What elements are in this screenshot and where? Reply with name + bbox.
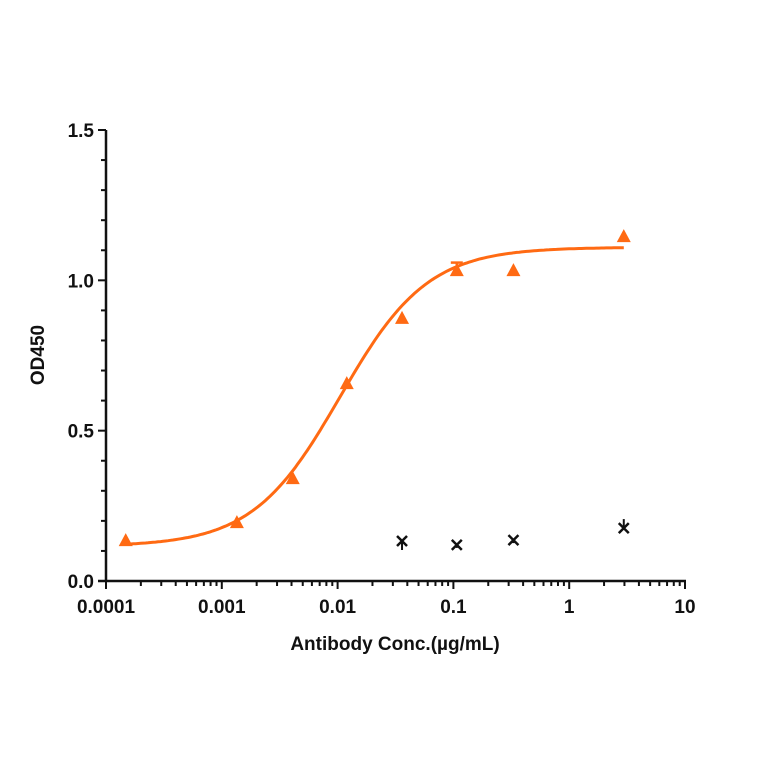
- axes: 0.0 0.5 1.0 1.5 0.0001 0.001 0.01 0.1 1 10: [68, 121, 696, 618]
- data-points: [118, 229, 631, 551]
- triangle-marker: [616, 229, 631, 243]
- triangle-marker: [285, 471, 300, 485]
- y-tick-label: 0.5: [68, 422, 95, 443]
- x-tick-label: 0.001: [198, 597, 246, 618]
- fit-curve-path: [125, 246, 624, 546]
- triangle-marker: [449, 263, 464, 277]
- x-tick-label: 0.0001: [77, 597, 136, 618]
- x-tick-label: 1: [564, 597, 575, 618]
- triangle-marker: [229, 515, 244, 529]
- x-marker: [450, 539, 463, 551]
- triangle-marker: [118, 533, 133, 547]
- x-tick-label: 0.01: [319, 597, 356, 618]
- triangle-marker: [395, 310, 410, 324]
- y-axis-title: OD450: [28, 325, 49, 385]
- x-marker: [507, 534, 520, 546]
- x-tick-label: 0.1: [440, 597, 467, 618]
- fit-curve: [125, 246, 624, 546]
- x-marker: [396, 535, 408, 547]
- x-tick-label: 10: [674, 597, 695, 618]
- triangle-marker: [506, 263, 521, 277]
- x-marker: [617, 522, 630, 534]
- y-tick-label: 1.0: [68, 271, 94, 292]
- y-tick-label: 0.0: [68, 572, 94, 593]
- x-axis-title: Antibody Conc.(µg/mL): [290, 634, 499, 655]
- y-tick-label: 1.5: [68, 121, 95, 142]
- triangle-marker: [339, 376, 354, 390]
